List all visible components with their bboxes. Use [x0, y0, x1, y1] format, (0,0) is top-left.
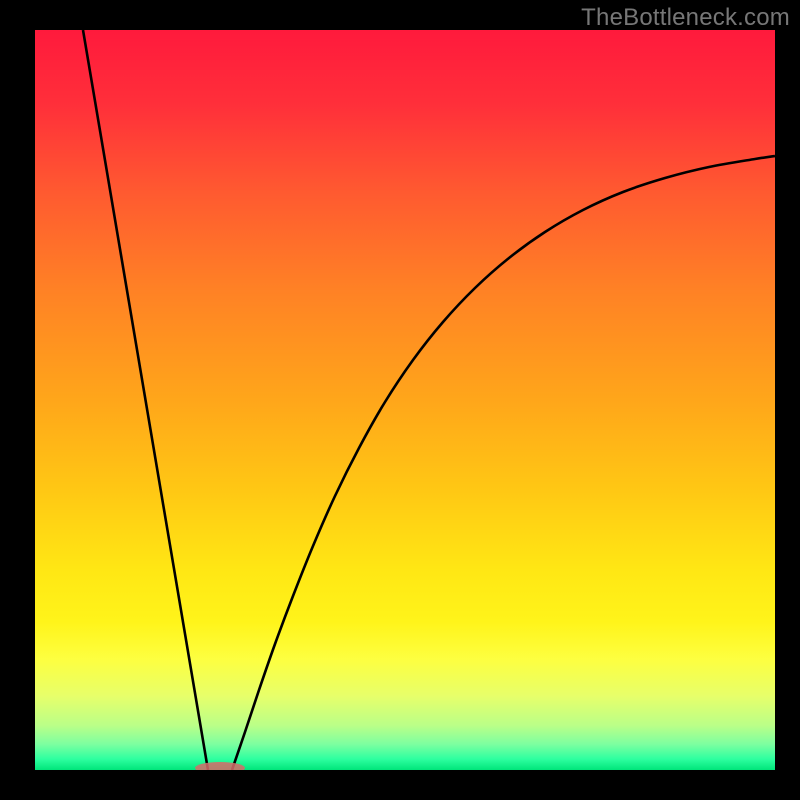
- plot-svg: [35, 30, 775, 770]
- attribution-label: TheBottleneck.com: [581, 4, 790, 32]
- figure-root: TheBottleneck.com: [0, 0, 800, 800]
- plot-area: [35, 30, 775, 770]
